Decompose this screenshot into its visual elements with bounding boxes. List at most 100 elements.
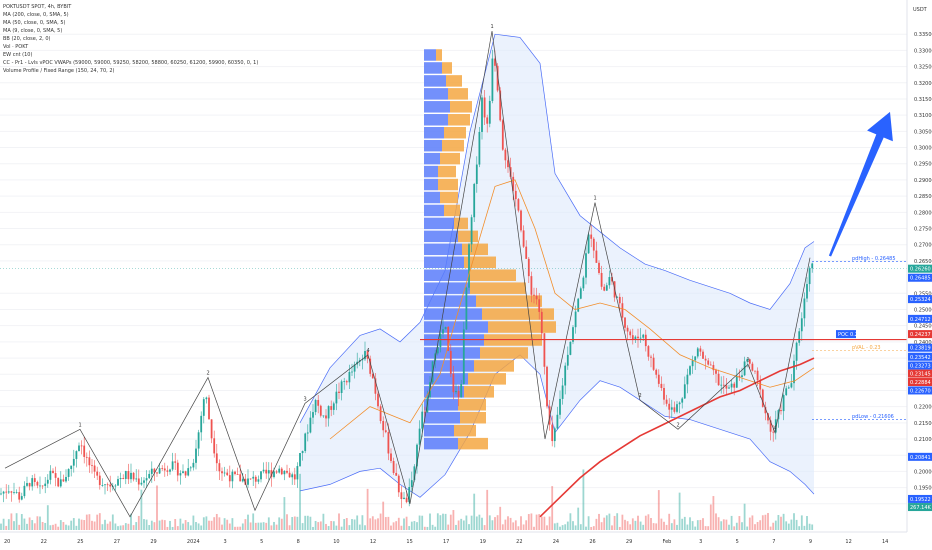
candle-body [273, 471, 275, 478]
up-arrow-shape[interactable] [828, 111, 893, 257]
price-tag-label: 267.14K [910, 505, 931, 511]
indicator-ew[interactable]: EW cnt (10) [3, 52, 32, 58]
candle-body [319, 405, 322, 416]
candle-body [709, 364, 712, 366]
candle-body [650, 356, 652, 358]
volume-bar [70, 520, 73, 530]
volume-bar [44, 522, 47, 530]
candle-body [629, 331, 632, 336]
volume-bar [501, 524, 504, 530]
candle-body [252, 476, 255, 479]
volume-bar [470, 515, 473, 530]
candle-body [327, 406, 330, 419]
volume-bar [403, 518, 405, 530]
volume-bar [361, 515, 364, 530]
volume-bar [338, 513, 340, 530]
indicator-ma200[interactable]: MA (200, close, 0, SMA, 5) [3, 12, 69, 18]
candle-body [764, 406, 767, 414]
vp-bar-orange [458, 399, 486, 411]
volume-bar [0, 523, 2, 530]
volume-bar [106, 523, 109, 530]
indicator-ma50[interactable]: MA (50, close, 0, SMA, 5) [3, 20, 66, 26]
indicator-cc[interactable]: CC - Pr1 - Lvls vPOC VWAPs (59000, 59000… [3, 60, 258, 66]
candle-body [184, 471, 187, 476]
candle-body [559, 398, 561, 415]
volume-bar [187, 522, 190, 530]
indicator-bb[interactable]: BB (20, close, 2, 0) [3, 36, 51, 42]
time-axis[interactable]: 20 22 25 27 29 2024 3 5 8 10 12 15 17 19 22 24 26 29 Feb 3 5… [0, 531, 907, 545]
volume-bar [119, 525, 122, 530]
volume-bar [130, 513, 132, 530]
candle-body [343, 381, 346, 382]
candle-body [371, 373, 374, 379]
wave-label: 2 [207, 370, 210, 376]
volume-bar [686, 524, 689, 530]
volume-bar [473, 493, 476, 530]
candle-body [114, 485, 117, 487]
candle-body [65, 476, 67, 482]
volume-bar [275, 524, 278, 530]
time-tick-label: 8 [297, 539, 300, 545]
time-tick-label: 9 [809, 539, 812, 545]
volume-bar [663, 521, 665, 530]
volume-bar [85, 514, 88, 530]
volume-bar [20, 514, 23, 530]
trend-arrow[interactable] [828, 111, 893, 257]
volume-bar [449, 514, 452, 530]
candle-body [200, 415, 203, 433]
volume-bar [629, 524, 632, 530]
vp-bar-orange [436, 49, 442, 61]
candle-body [556, 414, 559, 429]
candle-body [59, 479, 62, 487]
volume-bar [481, 517, 483, 530]
volume-bar [566, 521, 569, 530]
time-tick-label: 12 [845, 539, 851, 545]
vp-bar-blue [424, 152, 440, 165]
indicator-vol[interactable]: Vol · POKT [3, 44, 29, 50]
candle-body [39, 485, 41, 487]
vp-bar-orange [440, 191, 458, 204]
candle-body [244, 478, 247, 485]
indicator-vp[interactable]: Volume Profile / Fixed Range (150, 24, 7… [3, 68, 115, 74]
candle-body [538, 299, 541, 312]
volume-bar [699, 519, 702, 530]
volume-bar [678, 492, 681, 530]
volume-bar [748, 517, 751, 530]
volume-bar [247, 514, 249, 530]
price-tag [908, 343, 932, 352]
indicator-ma9[interactable]: MA (9, close, 0, SMA, 5) [3, 28, 62, 34]
candle-body [153, 468, 156, 473]
candle-body [325, 415, 327, 419]
volume-bar [15, 513, 18, 530]
volume-bar [569, 513, 572, 530]
candle-body [187, 468, 190, 476]
candle-body [702, 351, 704, 359]
volume-bar [140, 489, 143, 530]
time-tick-label: 22 [41, 539, 47, 545]
volume-bar [296, 516, 299, 530]
volume-bar [163, 520, 166, 530]
volume-bar [733, 526, 736, 530]
candle-body [611, 277, 613, 282]
time-tick-label: 12 [370, 539, 376, 545]
candle-body [496, 65, 499, 91]
candle-body [686, 374, 689, 385]
vp-bar-orange [476, 295, 542, 307]
candle-body [582, 277, 585, 289]
candle-body [52, 470, 54, 474]
indicator-legend[interactable]: POKTUSDT SPOT, 4h, BYBIT MA (200, close,… [3, 4, 258, 74]
volume-bar [533, 526, 535, 530]
volume-bar [468, 524, 470, 530]
candle-body [140, 482, 143, 485]
volume-bar [426, 526, 429, 530]
vp-bar-orange [442, 62, 452, 74]
candle-body [44, 483, 47, 487]
volume-bar [221, 524, 223, 530]
volume-bar [49, 525, 52, 530]
candle-body [735, 375, 738, 388]
candle-body [340, 381, 343, 393]
candle-body [119, 478, 122, 480]
candle-body [475, 164, 478, 184]
